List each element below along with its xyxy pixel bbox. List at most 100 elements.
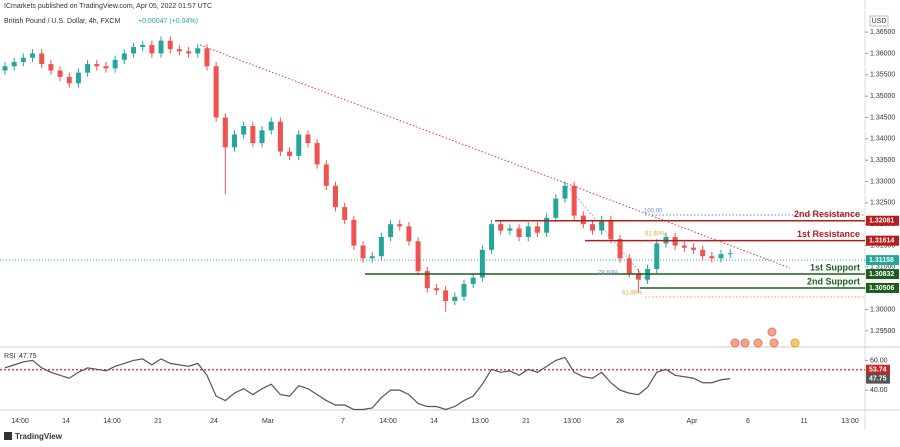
candle-body bbox=[461, 283, 467, 297]
candle-body bbox=[553, 198, 559, 218]
candle-body bbox=[332, 185, 338, 208]
fib-trend bbox=[564, 182, 649, 283]
level-label: 1st Support bbox=[810, 262, 860, 272]
candle-body bbox=[342, 207, 348, 220]
candle-body bbox=[709, 256, 715, 259]
candle-body bbox=[287, 151, 293, 156]
candle-body bbox=[20, 57, 26, 62]
price-badge bbox=[866, 282, 899, 293]
x-tick-label: Apr bbox=[687, 418, 699, 425]
y-tick-label: 1.31500 bbox=[870, 242, 895, 249]
x-tick-label: 13:00 bbox=[471, 418, 489, 425]
level-label: 1st Resistance bbox=[797, 229, 860, 239]
x-tick-label: 28 bbox=[616, 418, 624, 425]
event-icons bbox=[730, 327, 800, 348]
y-tick-label: 1.34500 bbox=[870, 114, 895, 121]
y-tick-label: 1.33000 bbox=[870, 178, 895, 185]
candle-body bbox=[590, 224, 596, 231]
rsi-badge-label: 53.74 bbox=[869, 367, 887, 374]
candle-body bbox=[388, 224, 394, 237]
price-badge-label: 1.31614 bbox=[869, 238, 894, 245]
y-tick-label: 1.33500 bbox=[870, 157, 895, 164]
price-badge bbox=[866, 235, 899, 246]
price-badge bbox=[866, 255, 899, 266]
fib-label: 61.80% bbox=[622, 291, 643, 297]
candle-body bbox=[608, 219, 614, 240]
x-tick-label: 13:00 bbox=[841, 418, 859, 425]
fib-label: 100.00 bbox=[644, 209, 663, 215]
candle-body bbox=[626, 258, 632, 274]
candle-body bbox=[213, 66, 219, 118]
candle-body bbox=[305, 134, 311, 144]
rsi-name: RSI bbox=[4, 353, 16, 360]
candle-body bbox=[700, 249, 706, 257]
rsi-line bbox=[4, 356, 731, 411]
rsi-badge bbox=[866, 373, 890, 384]
price-badge bbox=[866, 215, 899, 226]
candle-body bbox=[479, 249, 485, 278]
candle-body bbox=[489, 224, 495, 250]
candle-body bbox=[176, 49, 182, 52]
currency: USD bbox=[872, 18, 887, 25]
x-tick-label: Mar bbox=[262, 418, 275, 425]
candle-body bbox=[424, 271, 430, 289]
x-tick-label: 11 bbox=[800, 418, 807, 425]
candle-body bbox=[140, 44, 146, 48]
candle-body bbox=[452, 296, 458, 302]
price-badge bbox=[866, 269, 899, 280]
logo-icon bbox=[4, 432, 12, 440]
candle-body bbox=[378, 236, 384, 257]
candle-body bbox=[534, 226, 540, 233]
candle-body bbox=[562, 185, 568, 199]
price-badge-label: 1.30506 bbox=[869, 285, 894, 292]
y-tick-label: 1.32500 bbox=[870, 200, 895, 207]
x-tick-label: 21 bbox=[522, 418, 530, 425]
candle-body bbox=[232, 134, 237, 148]
candle-body bbox=[599, 219, 605, 231]
candle-body bbox=[360, 245, 366, 259]
candle-body bbox=[241, 126, 247, 135]
y-tick-label: 1.31000 bbox=[870, 264, 895, 271]
candle-body bbox=[571, 185, 577, 216]
x-tick-label: 14 bbox=[430, 418, 438, 425]
level-label: 2nd Support bbox=[807, 276, 860, 286]
price-badge-label: 1.31158 bbox=[869, 257, 894, 264]
x-tick-label: 13:00 bbox=[563, 418, 581, 425]
candle-body bbox=[681, 245, 687, 248]
candle-body bbox=[507, 228, 513, 231]
candle-body bbox=[85, 64, 91, 73]
candle-body bbox=[39, 53, 45, 65]
currency-box bbox=[869, 15, 889, 27]
candle-body bbox=[718, 254, 724, 259]
y-tick-label: 1.30000 bbox=[870, 306, 895, 313]
price-change: +0.00047 (+0.04%) bbox=[138, 18, 198, 25]
symbol: British Pound / U.S. Dollar, 4h, FXCM bbox=[4, 18, 120, 25]
candle-body bbox=[131, 47, 137, 54]
x-tick-label: 14 bbox=[62, 418, 70, 425]
candle-body bbox=[103, 66, 109, 69]
y-tick-label: 1.35500 bbox=[870, 72, 895, 79]
candle-body bbox=[2, 66, 8, 71]
y-tick-label: 1.36000 bbox=[870, 50, 895, 57]
candle-body bbox=[195, 48, 201, 54]
candle-body bbox=[94, 64, 100, 67]
fib-label: 78.60% bbox=[598, 271, 619, 277]
candle-body bbox=[268, 121, 274, 131]
candle-body bbox=[525, 226, 531, 237]
candle-body bbox=[544, 217, 550, 233]
price-badge-label: 1.30832 bbox=[869, 271, 894, 278]
rsi-tick-label: 40.00 bbox=[870, 387, 888, 394]
candle-body bbox=[323, 164, 329, 186]
candle-body bbox=[406, 226, 412, 242]
candle-body bbox=[66, 76, 72, 84]
x-tick-label: 14:00 bbox=[11, 418, 29, 425]
fib-label: 61.80% bbox=[645, 232, 666, 238]
x-tick-label: 6 bbox=[746, 418, 750, 425]
candle-body bbox=[470, 277, 476, 284]
candle-body bbox=[369, 256, 375, 259]
candle-body bbox=[314, 143, 320, 165]
candle-body bbox=[415, 241, 421, 272]
x-tick-label: 14:00 bbox=[103, 418, 121, 425]
